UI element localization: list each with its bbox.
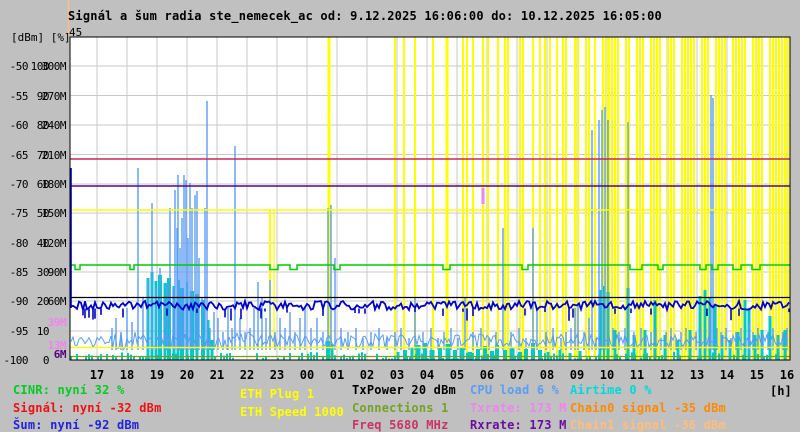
y-tick-label: -90 [9, 295, 29, 308]
x-axis-hour-label: 18 [119, 368, 135, 382]
x-axis-hour-label: 12 [659, 368, 675, 382]
x-axis-hour-label: 23 [269, 368, 285, 382]
legend-item-chain0: Chain0 signal -35 dBm [570, 401, 726, 415]
x-axis-unit-label: [h] [770, 384, 792, 398]
y-axis-tick-row: -65 70 210M [0, 148, 67, 162]
legend-item-connections: Connections 1 [352, 401, 449, 415]
y-tick-label: 0 [42, 354, 50, 367]
legend-item-signál: Signál: nyní -32 dBm [13, 401, 162, 415]
y-axis-tick-row: -100 0 [0, 354, 66, 367]
legend-item-eth: ETH Speed 1000 [240, 405, 344, 419]
y-axis-unit-label: [dBm] [%] [11, 31, 71, 44]
series-eth-event-stripes [269, 37, 789, 360]
y-axis-rate-marker-label: 6M [53, 348, 67, 361]
legend-item-rxrate: Rxrate: 173 M [470, 418, 567, 432]
y-tick-label: 30 [36, 266, 50, 279]
legend-item-airtime: Airtime 0 % [570, 383, 652, 397]
y-tick-label: 240M [41, 119, 67, 132]
x-axis-hour-label: 02 [359, 368, 375, 382]
y-axis-tick-row: -70 60 180M [0, 178, 67, 191]
series-cpu-load [70, 95, 790, 351]
x-axis-hour-label: 06 [479, 368, 495, 382]
x-axis-hour-label: 16 [779, 368, 795, 382]
y-axis-tick-row: -90 20 60M [0, 295, 67, 308]
y-axis-tick-row: -55 90 270M [0, 89, 67, 103]
x-axis-hour-label: 14 [719, 368, 735, 382]
y-tick-label: 90 [36, 89, 50, 103]
legend-item-txpower: TxPower 20 dBm [352, 383, 456, 397]
x-axis-hour-label: 09 [569, 368, 585, 382]
legend-item-freq: Freq 5680 MHz [352, 418, 449, 432]
legend-item-chain1: Chain1 signal -36 dBm [570, 418, 726, 432]
chart-title: Signál a šum radia ste_nemecek_ac od: 9.… [68, 9, 662, 23]
y-tick-label: -50 [9, 60, 29, 73]
y-tick-label: 270M [41, 89, 67, 103]
y-tick-label: -100 [3, 354, 29, 367]
x-axis-hour-label: 22 [239, 368, 255, 382]
x-axis-hour-label: 20 [179, 368, 195, 382]
legend-item-eth: ETH Plug 1 [240, 387, 315, 401]
x-axis-hour-label: 03 [389, 368, 405, 382]
y-tick-label: 210M [41, 148, 67, 162]
y-tick-label: 50 [36, 207, 50, 220]
y-axis-tick-row: -60 80 240M [0, 119, 67, 132]
y-axis-tick-row: -50 100 300M [0, 60, 67, 73]
y-tick-label: 40 [36, 237, 50, 250]
y-tick-label: 10 [36, 325, 50, 338]
y-axis-rate-marker-label: 13M [47, 339, 67, 352]
x-axis-hour-label: 19 [149, 368, 165, 382]
y-tick-label: -80 [9, 237, 29, 250]
y-tick-label: -55 [9, 89, 29, 103]
y-tick-label: -75 [9, 207, 29, 220]
y-axis-rate-marker-label: 39M [47, 316, 67, 329]
x-axis-hour-label: 17 [89, 368, 105, 382]
x-axis-hour-label: 07 [509, 368, 525, 382]
legend-item-cpu: CPU load 6 % [470, 383, 560, 397]
y-tick-label: -85 [9, 266, 29, 279]
y-tick-label: 100 [30, 60, 50, 73]
plot-border [69, 36, 791, 361]
series-cinr [70, 264, 790, 271]
y-tick-label: -95 [9, 325, 29, 338]
series-noise [70, 297, 790, 321]
x-axis-hour-label: 11 [629, 368, 645, 382]
legend-item-txrate: Txrate: 173 M [470, 401, 567, 415]
x-axis-hour-label: 08 [539, 368, 555, 382]
y-tick-label: 180M [41, 178, 67, 191]
x-axis-hour-label: 15 [749, 368, 765, 382]
x-axis-hour-label: 00 [299, 368, 315, 382]
x-axis-hour-label: 13 [689, 368, 705, 382]
y-axis-tick-row: -95 10 [0, 325, 66, 338]
y-tick-label: -70 [9, 178, 29, 191]
legend-item-cinr: CINR: nyní 32 % [13, 383, 125, 397]
y-tick-label: 150M [41, 207, 67, 220]
y-tick-label: 20 [36, 295, 50, 308]
y-tick-label: 80 [36, 119, 50, 132]
y-axis-tick-row: -75 50 150M [0, 207, 67, 220]
y-tick-label: 120M [41, 237, 67, 250]
y-axis-tick-row: -80 40 120M [0, 237, 67, 250]
x-axis-hour-label: 10 [599, 368, 615, 382]
x-axis-hour-label: 05 [449, 368, 465, 382]
y-tick-label: 300M [41, 60, 67, 73]
y-axis-tick-row: -85 30 90M [0, 266, 67, 279]
y-tick-label: 90M [47, 266, 67, 279]
y-tick-label: -60 [9, 119, 29, 132]
y-tick-label: 70 [36, 148, 50, 162]
x-axis-hour-label: 21 [209, 368, 225, 382]
y-tick-label: 60 [36, 178, 50, 191]
y-axis-top-tick: 45 [69, 26, 83, 39]
x-axis-hour-label: 01 [329, 368, 345, 382]
y-tick-label: 60M [47, 295, 67, 308]
legend-item-šum: Šum: nyní -92 dBm [13, 418, 140, 432]
x-axis-hour-label: 04 [419, 368, 435, 382]
y-tick-label: -65 [9, 148, 29, 162]
